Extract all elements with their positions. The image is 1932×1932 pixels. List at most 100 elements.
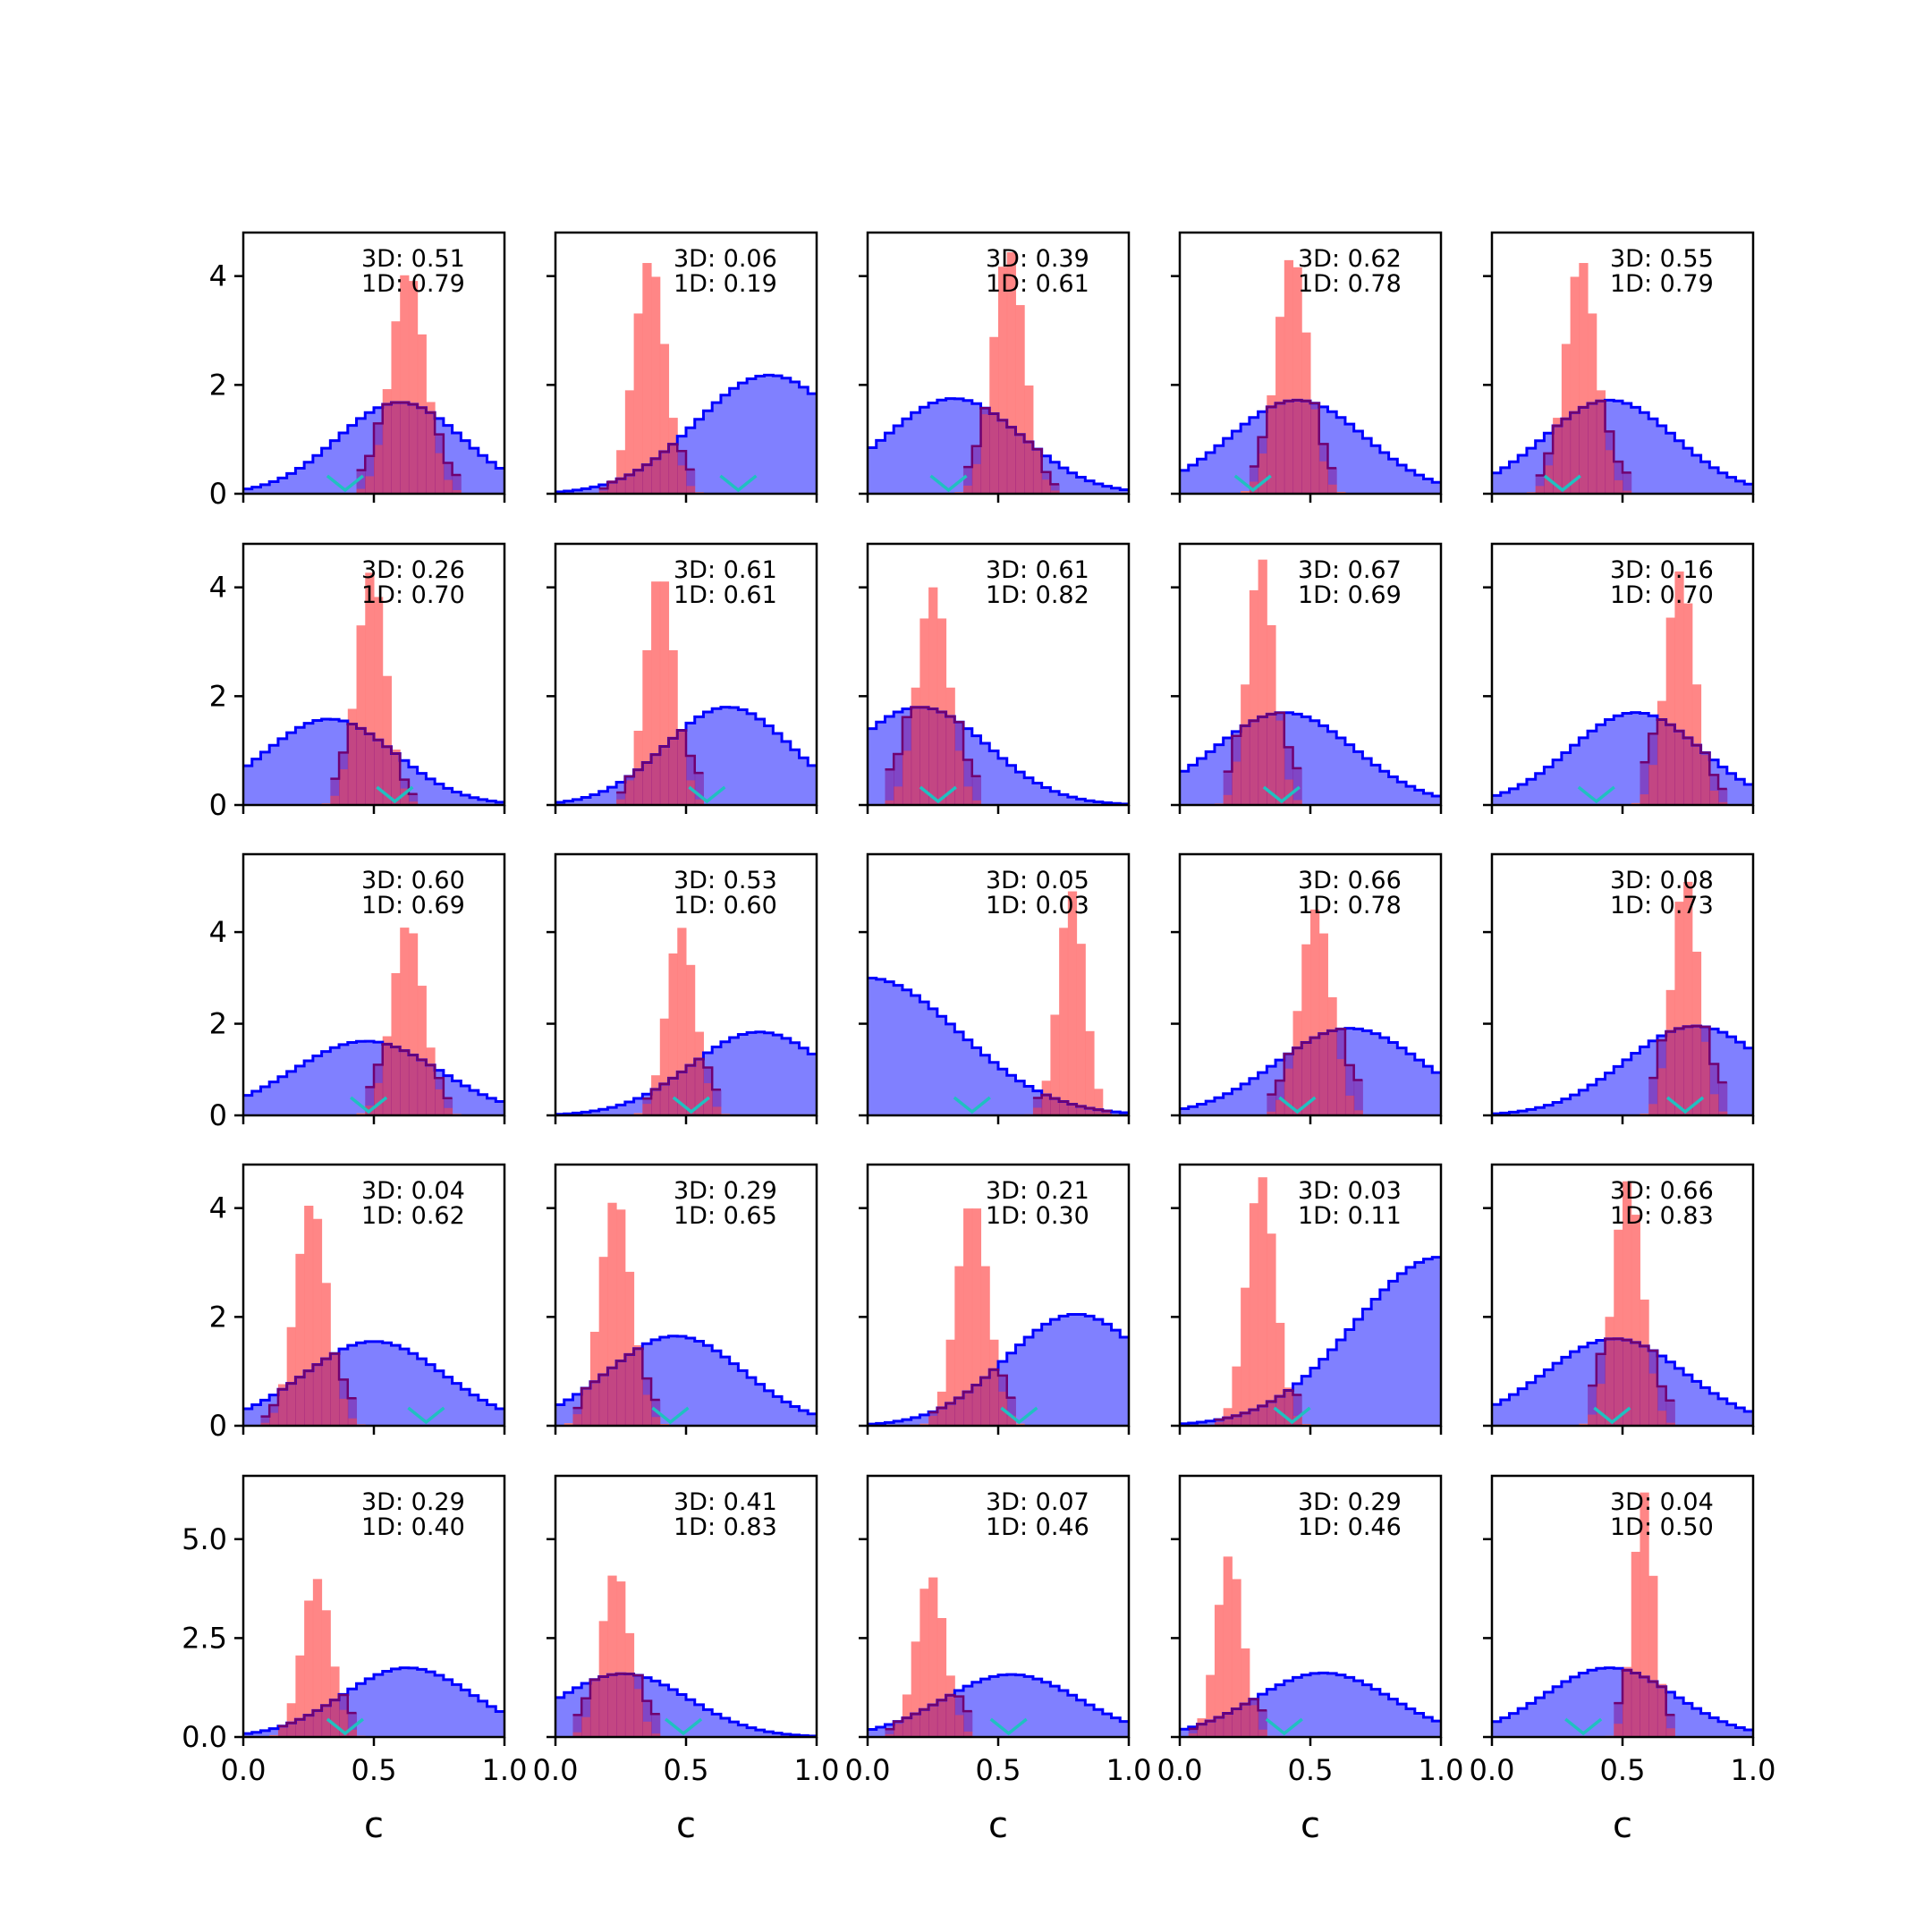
- narrow-hist-bar: [1223, 1556, 1233, 1737]
- annotation-1d: 1D: 0.70: [361, 581, 465, 609]
- broad-hist-outline: [243, 1039, 504, 1104]
- overlap-hist-bar: [1258, 436, 1267, 494]
- narrow-hist-bar: [607, 1575, 617, 1737]
- narrow-hist-bar: [1336, 1059, 1346, 1115]
- overlap-hist-bar: [1640, 1676, 1649, 1737]
- narrow-hist-bar: [980, 414, 990, 494]
- narrow-hist-bar: [624, 1271, 635, 1426]
- x-tick-label: 0.0: [221, 1753, 267, 1787]
- overlap-hist-bar: [321, 1705, 331, 1737]
- narrow-hist-bar: [1683, 881, 1693, 1115]
- overlap-hist-bar: [616, 479, 626, 494]
- narrow-hist-bar: [624, 390, 635, 494]
- annotation-1d: 1D: 0.11: [1298, 1202, 1402, 1230]
- overlap-hist-bar: [1353, 1080, 1363, 1115]
- narrow-hist-bar: [1596, 390, 1606, 494]
- narrow-hist-bar: [312, 1218, 323, 1426]
- overlap-hist-bar: [885, 769, 894, 805]
- overlap-hist-bar: [659, 1083, 670, 1115]
- narrow-hist-bar: [1691, 952, 1702, 1115]
- narrow-hist-bar: [1241, 684, 1250, 805]
- overlap-hist-bar: [339, 752, 349, 805]
- narrow-hist-bar: [1197, 1718, 1207, 1737]
- annotation-3d: 3D: 0.26: [361, 556, 465, 584]
- overlap-hist-bar: [651, 1400, 661, 1426]
- narrow-hist-bar: [1605, 450, 1614, 494]
- narrow-hist-bar: [426, 402, 436, 494]
- narrow-hist-bar: [1006, 1415, 1016, 1426]
- narrow-hist-bar: [365, 476, 375, 494]
- narrow-hist-bar: [598, 1621, 608, 1737]
- overlap-hist-bar: [1657, 1040, 1667, 1115]
- overlap-hist-outline: [277, 1693, 357, 1727]
- overlap-hist-bar: [963, 1392, 973, 1426]
- narrow-hist-bar: [277, 1727, 288, 1737]
- overlap-hist-bar: [1718, 788, 1728, 805]
- overlap-hist-bar: [1640, 1345, 1649, 1426]
- narrow-hist-bar: [694, 1031, 704, 1115]
- overlap-hist-bar: [330, 1353, 340, 1426]
- overlap-hist-bar: [1241, 1704, 1250, 1737]
- narrow-hist-bar: [572, 1732, 582, 1737]
- overlap-hist-bar: [1588, 403, 1597, 494]
- overlap-hist-bar: [374, 1064, 384, 1115]
- annotation-3d: 3D: 0.53: [674, 867, 777, 894]
- narrow-hist-bar: [1709, 1094, 1719, 1115]
- narrow-hist-bar: [347, 1729, 358, 1737]
- narrow-hist-bar: [971, 463, 982, 494]
- overlap-hist-bar: [1076, 1106, 1086, 1115]
- overlap-hist-bar: [1249, 1699, 1259, 1737]
- overlap-hist-bar: [998, 419, 1008, 494]
- overlap-hist-outline: [928, 1368, 1016, 1414]
- overlap-hist-bar: [1267, 406, 1276, 494]
- annotation-1d: 1D: 0.50: [1610, 1513, 1714, 1541]
- overlap-hist-bar: [1596, 401, 1606, 494]
- v-marker: [1233, 474, 1272, 493]
- overlap-hist-bar: [1631, 1673, 1640, 1737]
- overlap-hist-bar: [1683, 737, 1693, 805]
- narrow-hist-bar: [1267, 394, 1276, 494]
- overlap-hist-bar: [1267, 714, 1276, 805]
- overlap-hist-bar: [954, 1397, 964, 1426]
- overlap-hist-bar: [443, 1097, 453, 1115]
- narrow-hist-bar: [304, 1206, 314, 1426]
- overlap-hist-bar: [1588, 1385, 1597, 1426]
- narrow-hist-bar: [1292, 1416, 1302, 1426]
- overlap-hist-bar: [1631, 1342, 1640, 1426]
- overlap-hist-bar: [1232, 735, 1241, 805]
- overlap-hist-bar: [1691, 745, 1702, 805]
- overlap-hist-bar: [1561, 419, 1572, 494]
- overlap-hist-bar: [651, 754, 661, 805]
- narrow-hist-bar: [295, 1655, 305, 1737]
- overlap-hist-bar: [1614, 1703, 1623, 1737]
- narrow-hist-bar: [1284, 779, 1294, 805]
- overlap-hist-bar: [712, 1089, 722, 1115]
- narrow-hist-bar: [1241, 491, 1250, 494]
- v-marker: [1000, 1406, 1038, 1425]
- overlap-hist-bar: [686, 469, 696, 494]
- broad-hist-outline: [1492, 398, 1753, 486]
- annotation-1d: 1D: 0.69: [1298, 581, 1402, 609]
- narrow-hist-bar: [954, 750, 964, 805]
- x-tick-label: 0.5: [1288, 1753, 1334, 1787]
- overlap-hist-bar: [365, 455, 375, 494]
- y-tick-label: 5.0: [182, 1522, 227, 1556]
- annotation-3d: 3D: 0.62: [1298, 245, 1402, 273]
- narrow-hist-bar: [400, 788, 410, 805]
- v-marker: [1543, 474, 1581, 493]
- v-marker: [1278, 1096, 1317, 1114]
- narrow-hist-bar: [642, 263, 652, 494]
- annotation-1d: 1D: 0.78: [1298, 270, 1402, 298]
- overlap-hist-bar: [911, 1714, 920, 1737]
- narrow-hist-bar: [1041, 1080, 1051, 1115]
- overlap-hist-bar: [1623, 472, 1632, 494]
- narrow-hist-bar: [624, 1632, 635, 1737]
- narrow-hist-bar: [642, 1721, 652, 1737]
- narrow-hist-bar: [1292, 267, 1302, 494]
- overlap-hist-outline: [1588, 1337, 1675, 1402]
